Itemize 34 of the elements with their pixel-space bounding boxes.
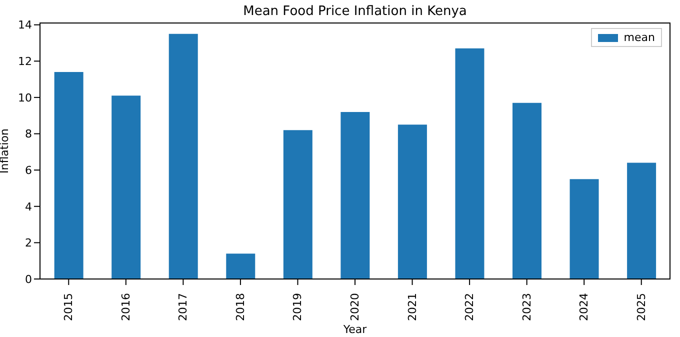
y-tick-label: 4 [25, 200, 32, 214]
bar [398, 124, 427, 279]
bar [455, 48, 484, 279]
chart-title: Mean Food Price Inflation in Kenya [242, 4, 468, 19]
legend-label: mean [624, 31, 655, 44]
y-tick-label: 12 [18, 55, 32, 68]
x-tick-label: 2017 [176, 293, 190, 321]
y-tick-label: 10 [18, 91, 32, 104]
x-tick-label: 2016 [119, 293, 132, 321]
bar [570, 179, 599, 279]
x-tick-label: 2024 [578, 293, 591, 321]
bar [168, 34, 198, 279]
bar [54, 72, 84, 279]
bar [226, 254, 256, 279]
x-axis-title: Year [342, 323, 368, 336]
y-tick-label: 6 [25, 164, 32, 177]
x-tick-label: 2020 [348, 293, 362, 321]
x-tick-label: 2025 [634, 293, 648, 321]
x-tick-label: 2022 [463, 293, 476, 321]
bar [340, 112, 370, 279]
bar [112, 96, 141, 279]
y-tick-label: 14 [18, 18, 32, 32]
x-tick-label: 2019 [291, 293, 304, 321]
bar [627, 162, 656, 279]
y-axis-title: Inflation [0, 128, 11, 174]
bar [283, 130, 312, 279]
x-tick-label: 2023 [520, 293, 534, 321]
bar [512, 102, 542, 279]
x-tick-label: 2021 [406, 293, 419, 321]
x-tick-label: 2015 [62, 293, 76, 321]
y-tick-label: 0 [25, 272, 32, 286]
y-tick-label: 2 [25, 236, 32, 250]
x-tick-label: 2018 [234, 293, 247, 321]
y-tick-label: 8 [25, 128, 32, 141]
